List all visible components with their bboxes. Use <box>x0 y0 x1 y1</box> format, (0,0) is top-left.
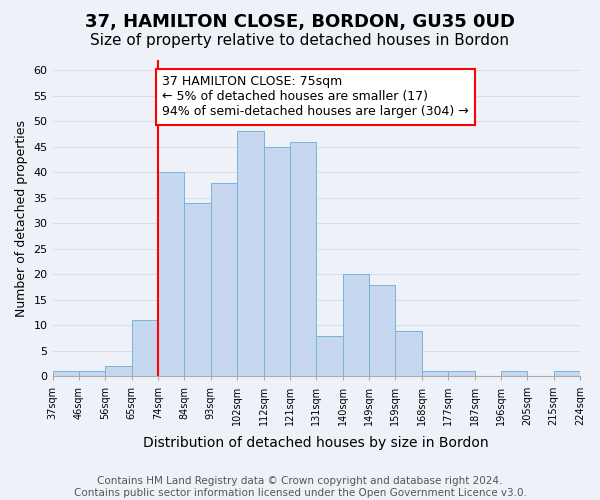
Bar <box>131 320 158 376</box>
Bar <box>105 366 131 376</box>
Bar <box>316 336 343 376</box>
Bar <box>53 372 79 376</box>
Bar <box>422 372 448 376</box>
Bar <box>554 372 580 376</box>
Bar <box>369 284 395 376</box>
Bar <box>290 142 316 376</box>
Y-axis label: Number of detached properties: Number of detached properties <box>15 120 28 316</box>
Bar <box>158 172 184 376</box>
Bar <box>237 132 263 376</box>
Text: Contains HM Land Registry data © Crown copyright and database right 2024.
Contai: Contains HM Land Registry data © Crown c… <box>74 476 526 498</box>
Bar <box>211 182 237 376</box>
Bar <box>343 274 369 376</box>
X-axis label: Distribution of detached houses by size in Bordon: Distribution of detached houses by size … <box>143 436 489 450</box>
Bar <box>501 372 527 376</box>
Text: 37 HAMILTON CLOSE: 75sqm
← 5% of detached houses are smaller (17)
94% of semi-de: 37 HAMILTON CLOSE: 75sqm ← 5% of detache… <box>162 76 469 118</box>
Text: Size of property relative to detached houses in Bordon: Size of property relative to detached ho… <box>91 32 509 48</box>
Bar <box>79 372 105 376</box>
Bar <box>184 203 211 376</box>
Bar <box>395 330 422 376</box>
Text: 37, HAMILTON CLOSE, BORDON, GU35 0UD: 37, HAMILTON CLOSE, BORDON, GU35 0UD <box>85 12 515 30</box>
Bar <box>263 147 290 376</box>
Bar <box>448 372 475 376</box>
